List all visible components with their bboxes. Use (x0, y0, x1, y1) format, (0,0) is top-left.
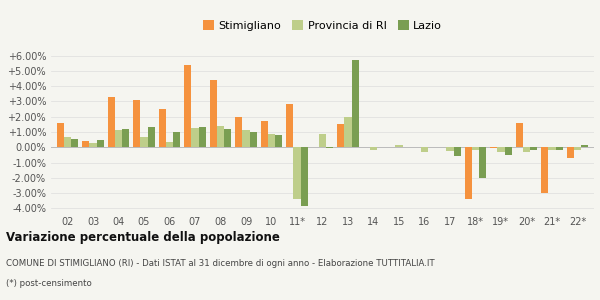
Bar (523, 147, 530, 152)
Bar (446, 147, 454, 151)
Bar (344, 117, 352, 147)
Bar (140, 136, 148, 147)
Bar (89, 143, 97, 147)
Bar (184, 65, 191, 147)
Bar (82, 141, 89, 147)
Bar (556, 147, 563, 150)
Bar (567, 147, 574, 158)
Text: (*) post-censimento: (*) post-censimento (6, 280, 92, 289)
Text: COMUNE DI STIMIGLIANO (RI) - Dati ISTAT al 31 dicembre di ogni anno - Elaborazio: COMUNE DI STIMIGLIANO (RI) - Dati ISTAT … (6, 259, 434, 268)
Bar (370, 147, 377, 150)
Bar (166, 142, 173, 147)
Bar (133, 100, 140, 147)
Bar (71, 139, 78, 147)
Bar (122, 129, 129, 147)
Bar (352, 60, 359, 147)
Bar (108, 97, 115, 147)
Bar (497, 147, 505, 152)
Bar (57, 123, 64, 147)
Bar (199, 127, 206, 147)
Bar (64, 137, 71, 147)
Bar (217, 126, 224, 147)
Bar (465, 147, 472, 199)
Bar (268, 134, 275, 147)
Bar (530, 147, 537, 150)
Bar (275, 135, 282, 147)
Bar (421, 147, 428, 152)
Bar (191, 128, 199, 147)
Bar (159, 109, 166, 147)
Legend: Stimigliano, Provincia di RI, Lazio: Stimigliano, Provincia di RI, Lazio (199, 16, 446, 35)
Bar (541, 147, 548, 193)
Bar (261, 121, 268, 147)
Bar (472, 147, 479, 150)
Bar (210, 80, 217, 147)
Bar (235, 117, 242, 147)
Bar (337, 124, 344, 147)
Bar (454, 147, 461, 157)
Bar (115, 130, 122, 147)
Bar (242, 130, 250, 147)
Bar (490, 147, 497, 148)
Bar (224, 129, 231, 147)
Bar (286, 104, 293, 147)
Bar (505, 147, 512, 155)
Bar (319, 134, 326, 147)
Bar (479, 147, 486, 178)
Bar (173, 132, 180, 147)
Bar (97, 140, 104, 147)
Bar (395, 145, 403, 147)
Bar (326, 147, 333, 148)
Bar (301, 147, 308, 206)
Bar (250, 132, 257, 147)
Bar (581, 145, 588, 147)
Bar (148, 128, 155, 147)
Bar (574, 147, 581, 150)
Bar (516, 123, 523, 147)
Text: Variazione percentuale della popolazione: Variazione percentuale della popolazione (6, 232, 280, 244)
Bar (548, 147, 556, 150)
Bar (293, 147, 301, 199)
